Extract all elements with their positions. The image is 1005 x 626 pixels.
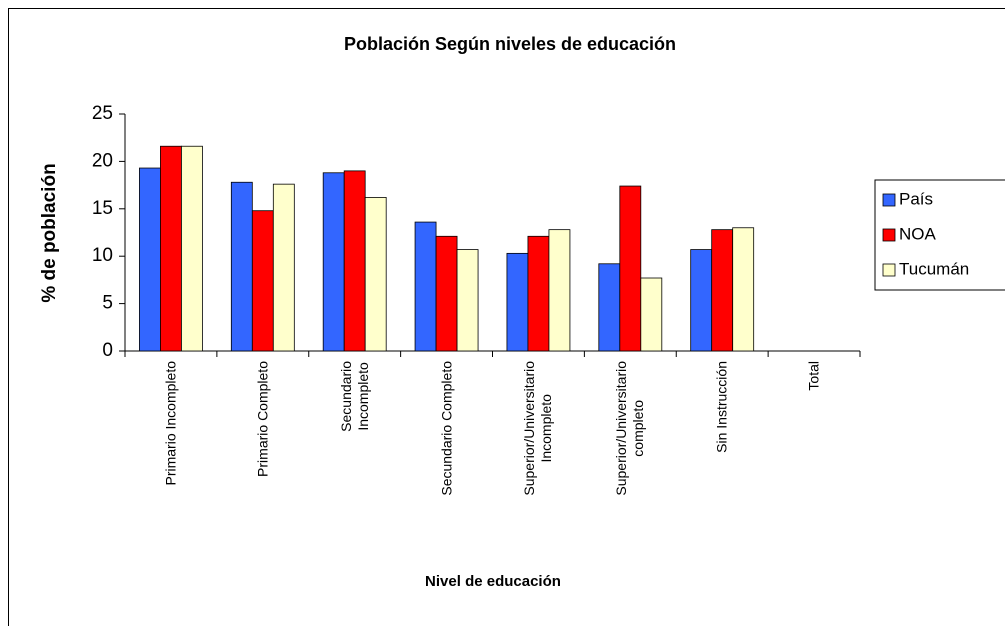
- bar: [619, 185, 642, 352]
- bar: [160, 145, 182, 352]
- bar: [435, 235, 458, 352]
- bar: [690, 249, 713, 352]
- y-tick-label: 20: [92, 150, 113, 171]
- x-tick-label: Secundario Incompleto: [337, 361, 371, 432]
- legend-swatch: [882, 193, 896, 207]
- x-tick-label: Superior/Universitario Incompleto: [521, 361, 555, 496]
- bar: [139, 167, 161, 352]
- bar: [343, 170, 366, 352]
- bar: [640, 277, 663, 352]
- y-tick-label: 10: [92, 245, 113, 266]
- legend-label: NOA: [899, 224, 937, 243]
- bar: [414, 221, 437, 352]
- x-axis-title: Nivel de educación: [425, 573, 561, 590]
- legend-swatch: [882, 228, 896, 242]
- y-tick-label: 0: [102, 340, 113, 361]
- bar: [181, 145, 203, 352]
- y-axis-title: % de población: [39, 163, 60, 302]
- x-tick-label: Secundario Completo: [438, 361, 455, 496]
- bar: [598, 263, 621, 352]
- legend-label: Tucumán: [899, 259, 969, 278]
- bar: [548, 229, 571, 352]
- bar: [456, 249, 479, 352]
- x-tick-label: Primario Incompleto: [162, 361, 179, 486]
- bar: [527, 235, 550, 352]
- legend-label: País: [899, 189, 933, 208]
- legend-swatch: [882, 263, 896, 277]
- y-tick-label: 25: [92, 103, 113, 124]
- x-tick-label: Sin Instrucción: [713, 361, 730, 453]
- bar: [711, 229, 734, 352]
- chart-title: Población Según niveles de educación: [344, 34, 676, 54]
- bar: [272, 183, 295, 352]
- bar: [251, 210, 274, 352]
- x-tick-label: Primario Completo: [254, 361, 271, 477]
- legend-box: [874, 179, 1005, 291]
- bar: [322, 172, 345, 352]
- bar: [732, 227, 755, 352]
- bar: [230, 181, 253, 352]
- bar: [506, 252, 529, 352]
- y-tick-label: 5: [102, 293, 113, 314]
- bar: [364, 197, 387, 352]
- x-tick-label: Superior/Universitario completo: [613, 361, 647, 496]
- x-tick-label: Total: [805, 361, 822, 391]
- y-tick-label: 15: [92, 198, 113, 219]
